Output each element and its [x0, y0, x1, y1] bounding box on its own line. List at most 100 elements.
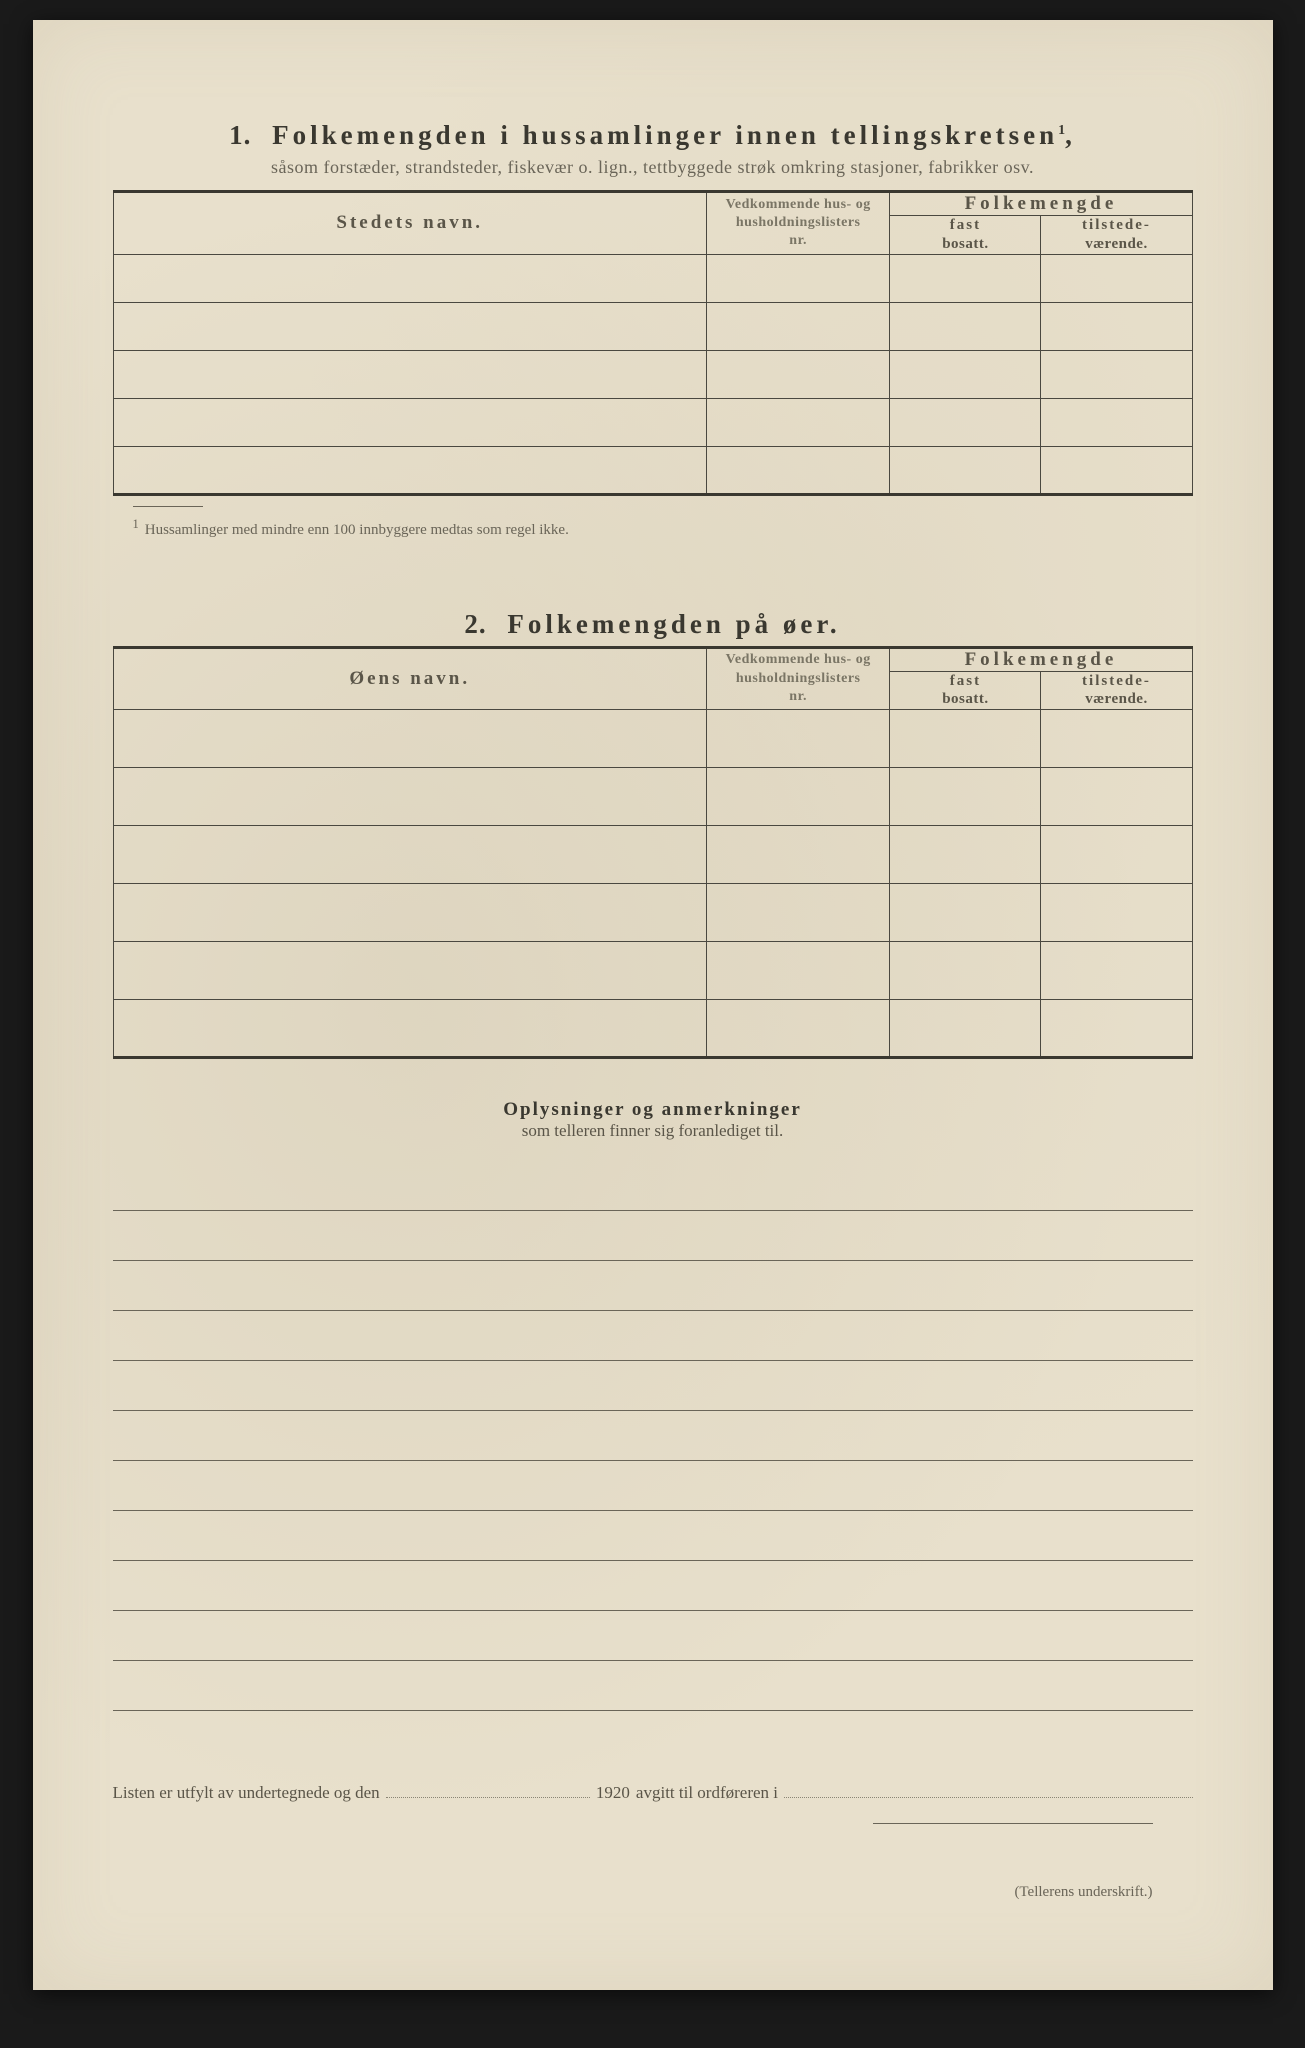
table-cell: [890, 254, 1041, 302]
table-cell: [113, 350, 706, 398]
table-row: [113, 446, 1192, 494]
s1-hdr-nr: Vedkommende hus- og husholdningslisters …: [706, 192, 889, 255]
section1-subtitle: såsom forstæder, strandsteder, fiskevær …: [113, 157, 1193, 178]
remarks-title: Oplysninger og anmerkninger: [113, 1099, 1193, 1121]
table-cell: [706, 942, 889, 1000]
table-cell: [890, 446, 1041, 494]
table-row: [113, 710, 1192, 768]
section1-footnote: 1Hussamlinger med mindre enn 100 innbygg…: [113, 517, 1193, 539]
table-cell: [706, 254, 889, 302]
table-cell: [1041, 350, 1192, 398]
table-cell: [890, 710, 1041, 768]
ruled-line: [113, 1661, 1193, 1711]
ruled-line: [113, 1211, 1193, 1261]
table-cell: [113, 768, 706, 826]
table-cell: [1041, 398, 1192, 446]
ruled-line: [113, 1311, 1193, 1361]
table-cell: [706, 302, 889, 350]
s1-hdr-til: tilstede- værende.: [1041, 216, 1192, 255]
section2-number: 2.: [464, 609, 486, 639]
ruled-line: [113, 1461, 1193, 1511]
ruled-line: [113, 1561, 1193, 1611]
table-cell: [1041, 302, 1192, 350]
table-cell: [890, 302, 1041, 350]
s1-hdr-name: Stedets navn.: [113, 192, 706, 255]
table-row: [113, 302, 1192, 350]
table-cell: [890, 826, 1041, 884]
section1-title: 1. Folkemengden i hussamlinger innen tel…: [113, 120, 1193, 151]
table-cell: [706, 398, 889, 446]
s1-hdr-folk: Folkemengde: [890, 192, 1192, 216]
table-row: [113, 768, 1192, 826]
table-cell: [113, 1000, 706, 1058]
remarks-lines: [113, 1161, 1193, 1711]
table-cell: [113, 710, 706, 768]
ruled-line: [113, 1161, 1193, 1211]
table-row: [113, 942, 1192, 1000]
table-cell: [890, 884, 1041, 942]
section1-sup: 1: [1058, 123, 1065, 138]
table-cell: [1041, 710, 1192, 768]
undersign-rule: [873, 1823, 1153, 1824]
section2-title: 2. Folkemengden på øer.: [113, 609, 1193, 640]
ruled-line: [113, 1361, 1193, 1411]
section2-table: Øens navn. Vedkommende hus- og husholdni…: [113, 646, 1193, 1060]
table-cell: [113, 302, 706, 350]
table-row: [113, 398, 1192, 446]
table-cell: [890, 768, 1041, 826]
s2-hdr-fast: fast bosatt.: [890, 671, 1041, 710]
table-cell: [706, 768, 889, 826]
table-cell: [890, 398, 1041, 446]
table-cell: [1041, 446, 1192, 494]
table-row: [113, 254, 1192, 302]
table-cell: [706, 710, 889, 768]
table-cell: [1041, 768, 1192, 826]
ruled-line: [113, 1261, 1193, 1311]
table-cell: [113, 254, 706, 302]
document-page: 1. Folkemengden i hussamlinger innen tel…: [33, 20, 1273, 1990]
remarks-subtitle: som telleren finner sig foranlediget til…: [113, 1121, 1193, 1141]
sig-mid: avgitt til ordføreren i: [636, 1783, 778, 1803]
ruled-line: [113, 1411, 1193, 1461]
ruled-line: [113, 1611, 1193, 1661]
table-cell: [890, 1000, 1041, 1058]
undersign-label: (Tellerens underskrift.): [113, 1884, 1193, 1901]
section1-number: 1.: [229, 120, 251, 150]
table-cell: [113, 884, 706, 942]
s2-hdr-folk: Folkemengde: [890, 647, 1192, 671]
section1-title-text: Folkemengden i hussamlinger innen tellin…: [272, 120, 1058, 150]
section2-title-text: Folkemengden på øer.: [507, 609, 840, 639]
table-cell: [1041, 1000, 1192, 1058]
s2-hdr-nr: Vedkommende hus- og husholdningslisters …: [706, 647, 889, 710]
s2-hdr-name: Øens navn.: [113, 647, 706, 710]
ruled-line: [113, 1511, 1193, 1561]
signature-row: Listen er utfylt av undertegnede og den …: [113, 1781, 1193, 1803]
table-row: [113, 1000, 1192, 1058]
sig-blank-place: [784, 1781, 1192, 1798]
s2-hdr-til: tilstede- værende.: [1041, 671, 1192, 710]
s1-hdr-fast: fast bosatt.: [890, 216, 1041, 255]
table-cell: [113, 446, 706, 494]
sig-pre: Listen er utfylt av undertegnede og den: [113, 1783, 380, 1803]
section1-table: Stedets navn. Vedkommende hus- og hushol…: [113, 190, 1193, 496]
table-cell: [1041, 884, 1192, 942]
sig-blank-date: [386, 1781, 590, 1798]
table-cell: [113, 398, 706, 446]
table-cell: [890, 942, 1041, 1000]
table-cell: [706, 826, 889, 884]
table-cell: [1041, 826, 1192, 884]
table-cell: [890, 350, 1041, 398]
table-cell: [706, 1000, 889, 1058]
sig-year: 1920: [596, 1783, 630, 1803]
table-row: [113, 884, 1192, 942]
table-cell: [113, 826, 706, 884]
table-cell: [113, 942, 706, 1000]
table-cell: [706, 446, 889, 494]
table-cell: [1041, 942, 1192, 1000]
table-row: [113, 350, 1192, 398]
table-cell: [706, 884, 889, 942]
table-row: [113, 826, 1192, 884]
table-cell: [1041, 254, 1192, 302]
table-cell: [706, 350, 889, 398]
footnote-rule: [133, 506, 203, 507]
